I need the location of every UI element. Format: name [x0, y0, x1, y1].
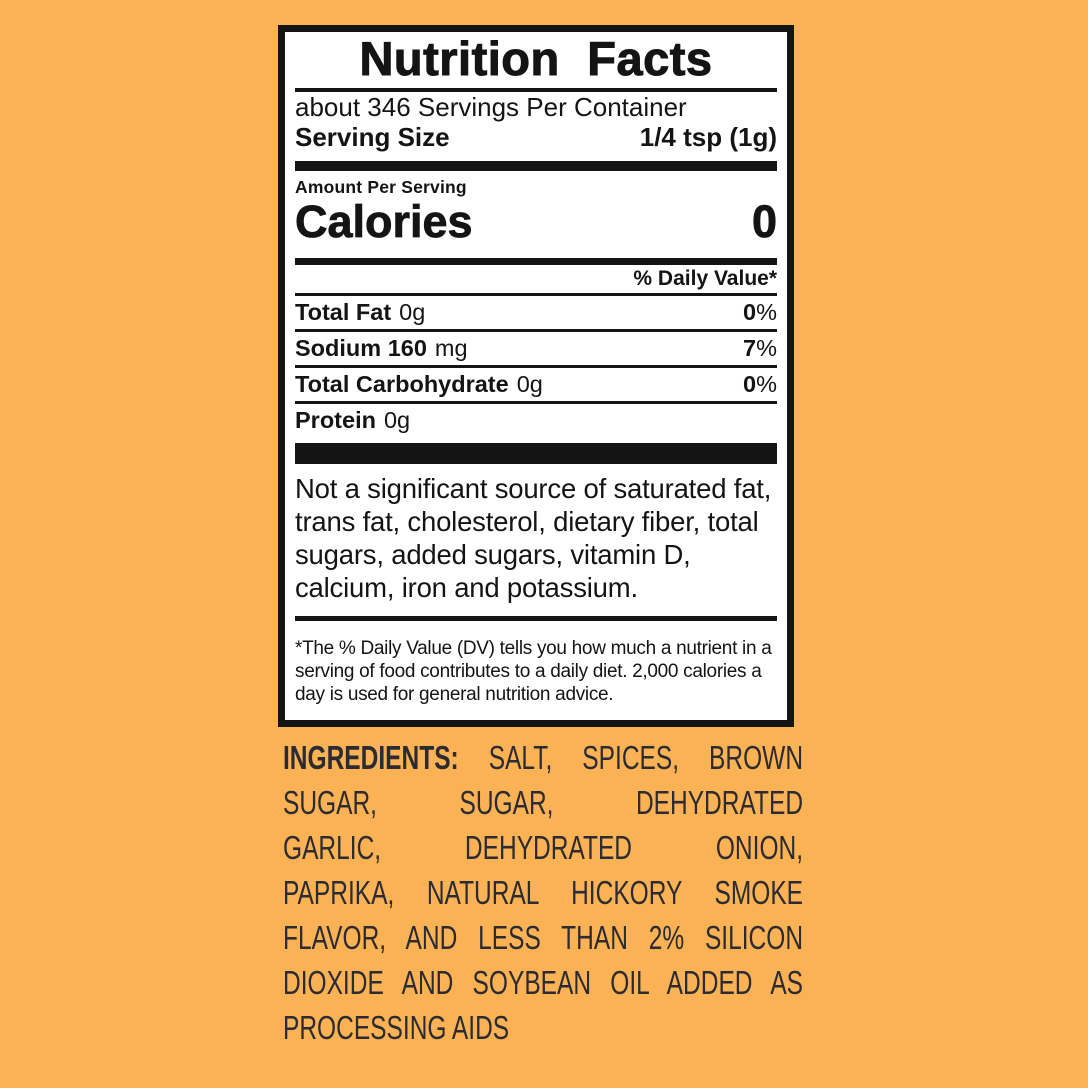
nutrient-row-protein: Protein 0g	[295, 404, 777, 437]
nutrient-row-total-carbohydrate: Total Carbohydrate 0g 0%	[295, 368, 777, 401]
ingredients-line: FLAVOR, AND LESS THAN 2% SILICON	[283, 919, 804, 956]
calories-divider-bar	[295, 258, 777, 265]
nutrient-name: Total Fat 0g	[295, 299, 426, 325]
ingredients-line: GARLIC, DEHYDRATED ONION,	[283, 829, 804, 866]
daily-value-footnote: *The % Daily Value (DV) tells you how mu…	[295, 638, 772, 705]
row-divider	[295, 329, 777, 332]
not-significant-source-text: Not a significant source of saturated fa…	[295, 473, 772, 603]
nutrient-dv: 0%	[743, 299, 777, 325]
nutrient-dv: 7%	[743, 335, 777, 361]
ingredients-line: PAPRIKA, NATURAL HICKORY SMOKE	[283, 874, 804, 911]
serving-size-value: 1/4 tsp (1g)	[639, 122, 777, 152]
nutrient-name: Protein 0g	[295, 407, 411, 433]
daily-value-header: % Daily Value*	[633, 267, 777, 290]
nutrition-facts-panel: Nutrition Facts about 346 Servings Per C…	[278, 25, 794, 727]
calories-value: 0	[751, 196, 778, 247]
nutrient-dv: 0%	[743, 371, 777, 397]
ingredients-line: SUGAR, SUGAR, DEHYDRATED	[283, 784, 804, 821]
ingredients-line: PROCESSING AIDS	[283, 1009, 510, 1046]
title-divider	[295, 88, 777, 92]
row-divider	[295, 401, 777, 404]
section-divider-bar	[295, 443, 777, 464]
ingredients-label: INGREDIENTS:	[283, 739, 459, 776]
panel-title: Nutrition Facts	[359, 32, 713, 85]
calories-row: Calories 0	[295, 196, 778, 247]
serving-size-label: Serving Size	[295, 122, 450, 152]
calories-label: Calories	[295, 196, 473, 247]
ingredients-line: INGREDIENTS: SALT, SPICES, BROWN	[283, 739, 804, 776]
nutrient-name: Total Carbohydrate 0g	[295, 371, 543, 397]
ingredients-section: INGREDIENTS: SALT, SPICES, BROWN SUGAR, …	[283, 735, 803, 1050]
serving-size-row: Serving Size 1/4 tsp (1g)	[295, 122, 777, 152]
nutrient-row-sodium: Sodium 160 mg 7%	[295, 332, 777, 365]
ingredients-line: DIOXIDE AND SOYBEAN OIL ADDED AS	[283, 964, 804, 1001]
nutrient-row-total-fat: Total Fat 0g 0%	[295, 296, 777, 329]
nutrient-name: Sodium 160 mg	[295, 335, 468, 361]
servings-per-container: about 346 Servings Per Container	[295, 92, 687, 122]
row-divider	[295, 365, 777, 368]
amount-per-serving-label: Amount Per Serving	[295, 177, 467, 197]
footnote-divider	[295, 616, 777, 621]
row-divider	[295, 293, 777, 296]
thick-divider-bar	[295, 161, 777, 171]
